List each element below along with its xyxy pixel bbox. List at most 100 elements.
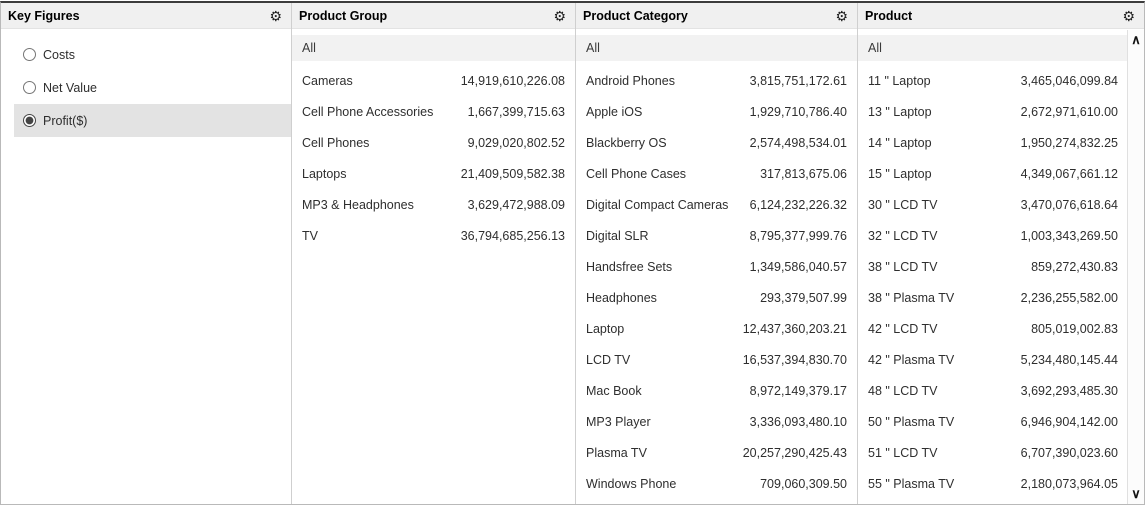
settings-gear-icon[interactable]: ⚙ bbox=[269, 7, 282, 24]
item-label: Cell Phone Accessories bbox=[302, 104, 434, 119]
product-list: 11 " Laptop 3,465,046,099.84 13 " Laptop… bbox=[858, 65, 1144, 504]
item-label: 38 " LCD TV bbox=[868, 259, 938, 274]
panel-product-group: Product Group ⚙ All Cameras 14,919,610,2… bbox=[292, 3, 576, 504]
item-value: 3,465,046,099.84 bbox=[1020, 73, 1118, 88]
filter-item[interactable]: LCD TV 16,537,394,830.70 bbox=[576, 344, 857, 375]
item-value: 2,672,971,610.00 bbox=[1020, 104, 1118, 119]
filter-item[interactable]: 51 " LCD TV 6,707,390,023.60 bbox=[858, 437, 1144, 468]
filter-item[interactable]: 42 " LCD TV 805,019,002.83 bbox=[858, 313, 1144, 344]
item-value: 3,815,751,172.61 bbox=[749, 73, 847, 88]
panel-key-figures: Key Figures ⚙ Costs Net Value Profit($) bbox=[1, 3, 292, 504]
item-label: 55 " Plasma TV bbox=[868, 476, 955, 491]
filter-item[interactable]: Headphones 293,379,507.99 bbox=[576, 282, 857, 313]
filter-item[interactable]: Cell Phone Accessories 1,667,399,715.63 bbox=[292, 96, 575, 127]
settings-gear-icon[interactable]: ⚙ bbox=[835, 7, 848, 24]
panel-header: Product Category ⚙ bbox=[576, 3, 857, 29]
item-value: 1,950,274,832.25 bbox=[1020, 135, 1118, 150]
filter-item[interactable]: 14 " Laptop 1,950,274,832.25 bbox=[858, 127, 1144, 158]
filter-item[interactable]: 32 " LCD TV 1,003,343,269.50 bbox=[858, 220, 1144, 251]
item-value: 3,629,472,988.09 bbox=[467, 197, 565, 212]
item-label: 11 " Laptop bbox=[868, 73, 931, 88]
filter-item[interactable]: 48 " LCD TV 3,692,293,485.30 bbox=[858, 375, 1144, 406]
filter-item[interactable]: 42 " Plasma TV 5,234,480,145.44 bbox=[858, 344, 1144, 375]
filter-item[interactable]: 13 " Laptop 2,672,971,610.00 bbox=[858, 96, 1144, 127]
item-label: 13 " Laptop bbox=[868, 104, 932, 119]
item-label: MP3 Player bbox=[586, 414, 651, 429]
item-label: 48 " LCD TV bbox=[868, 383, 938, 398]
filter-item[interactable]: Digital SLR 8,795,377,999.76 bbox=[576, 220, 857, 251]
filter-item[interactable]: 15 " Laptop 4,349,067,661.12 bbox=[858, 158, 1144, 189]
filter-item[interactable]: 38 " Plasma TV 2,236,255,582.00 bbox=[858, 282, 1144, 313]
filter-item[interactable]: 50 " Plasma TV 6,946,904,142.00 bbox=[858, 406, 1144, 437]
filter-item-all[interactable]: All bbox=[292, 35, 575, 61]
item-label: 38 " Plasma TV bbox=[868, 290, 955, 305]
item-value: 6,707,390,023.60 bbox=[1020, 445, 1118, 460]
filter-item[interactable]: MP3 & Headphones 3,629,472,988.09 bbox=[292, 189, 575, 220]
item-label: Cell Phone Cases bbox=[586, 166, 687, 181]
item-value: 8,972,149,379.17 bbox=[749, 383, 847, 398]
radio-button[interactable] bbox=[23, 48, 36, 61]
key-figure-option[interactable]: Costs bbox=[14, 38, 291, 71]
filter-item[interactable]: Digital Compact Cameras 6,124,232,226.32 bbox=[576, 189, 857, 220]
item-value: 3,692,293,485.30 bbox=[1020, 383, 1118, 398]
filter-item[interactable]: Handsfree Sets 1,349,586,040.57 bbox=[576, 251, 857, 282]
filter-item[interactable]: 55 " Plasma TV 2,180,073,964.05 bbox=[858, 468, 1144, 499]
panel-product-category: Product Category ⚙ All Android Phones 3,… bbox=[576, 3, 858, 504]
filter-item[interactable]: 38 " LCD TV 859,272,430.83 bbox=[858, 251, 1144, 282]
panel-header: Key Figures ⚙ bbox=[1, 3, 291, 29]
filter-item[interactable]: Cameras 14,919,610,226.08 bbox=[292, 65, 575, 96]
key-figure-label: Net Value bbox=[43, 80, 97, 95]
item-label: Cell Phones bbox=[302, 135, 370, 150]
filter-item[interactable]: Android Phones 3,815,751,172.61 bbox=[576, 65, 857, 96]
filter-item[interactable]: Cell Phones 9,029,020,802.52 bbox=[292, 127, 575, 158]
filter-item[interactable]: TV 36,794,685,256.13 bbox=[292, 220, 575, 251]
item-value: 21,409,509,582.38 bbox=[460, 166, 565, 181]
panel-title: Product bbox=[865, 8, 913, 23]
key-figure-option[interactable]: Net Value bbox=[14, 71, 291, 104]
panel-header: Product ⚙ bbox=[858, 3, 1144, 29]
item-label: 42 " Plasma TV bbox=[868, 352, 955, 367]
scrollbar[interactable]: ∧ ∨ bbox=[1127, 30, 1144, 504]
panel-title: Product Group bbox=[299, 8, 388, 23]
filter-item[interactable]: Laptops 21,409,509,582.38 bbox=[292, 158, 575, 189]
filter-item[interactable]: Cell Phone Cases 317,813,675.06 bbox=[576, 158, 857, 189]
filter-item-all[interactable]: All bbox=[576, 35, 857, 61]
item-value: 6,946,904,142.00 bbox=[1020, 414, 1118, 429]
settings-gear-icon[interactable]: ⚙ bbox=[1122, 7, 1135, 24]
filter-item-all[interactable]: All bbox=[858, 35, 1144, 61]
filter-item[interactable]: 30 " LCD TV 3,470,076,618.64 bbox=[858, 189, 1144, 220]
filter-item[interactable]: MP3 Player 3,336,093,480.10 bbox=[576, 406, 857, 437]
filter-item[interactable]: Mac Book 8,972,149,379.17 bbox=[576, 375, 857, 406]
key-figure-option[interactable]: Profit($) bbox=[14, 104, 291, 137]
item-value: 1,003,343,269.50 bbox=[1020, 228, 1118, 243]
item-value: 5,234,480,145.44 bbox=[1020, 352, 1118, 367]
item-label: 15 " Laptop bbox=[868, 166, 932, 181]
item-label: Plasma TV bbox=[586, 445, 647, 460]
item-value: 317,813,675.06 bbox=[760, 166, 847, 181]
filter-item[interactable]: 11 " Laptop 3,465,046,099.84 bbox=[858, 65, 1144, 96]
radio-button[interactable] bbox=[23, 114, 36, 127]
item-value: 3,470,076,618.64 bbox=[1020, 197, 1118, 212]
radio-button[interactable] bbox=[23, 81, 36, 94]
item-value: 1,929,710,786.40 bbox=[749, 104, 847, 119]
item-value: 2,180,073,964.05 bbox=[1020, 476, 1118, 491]
item-label: Android Phones bbox=[586, 73, 675, 88]
scroll-down-icon[interactable]: ∨ bbox=[1131, 486, 1141, 501]
filter-item[interactable]: Windows Phone 709,060,309.50 bbox=[576, 468, 857, 499]
item-value: 20,257,290,425.43 bbox=[742, 445, 847, 460]
item-label: Mac Book bbox=[586, 383, 642, 398]
filter-item[interactable]: Blackberry OS 2,574,498,534.01 bbox=[576, 127, 857, 158]
scroll-up-icon[interactable]: ∧ bbox=[1131, 32, 1141, 47]
item-label: 42 " LCD TV bbox=[868, 321, 938, 336]
item-value: 293,379,507.99 bbox=[760, 290, 847, 305]
filter-item[interactable]: Plasma TV 20,257,290,425.43 bbox=[576, 437, 857, 468]
filter-item[interactable]: Apple iOS 1,929,710,786.40 bbox=[576, 96, 857, 127]
item-value: 3,336,093,480.10 bbox=[749, 414, 847, 429]
item-label: Handsfree Sets bbox=[586, 259, 673, 274]
settings-gear-icon[interactable]: ⚙ bbox=[553, 7, 566, 24]
filter-item[interactable]: Laptop 12,437,360,203.21 bbox=[576, 313, 857, 344]
item-label: TV bbox=[302, 228, 318, 243]
item-value: 14,919,610,226.08 bbox=[460, 73, 565, 88]
panel-product: Product ⚙ All 11 " Laptop 3,465,046,099.… bbox=[858, 3, 1144, 504]
